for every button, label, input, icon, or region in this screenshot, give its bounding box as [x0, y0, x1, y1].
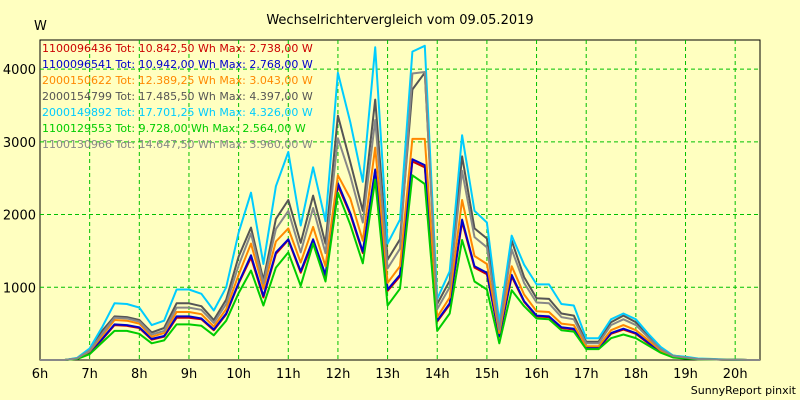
x-tick-label: 7h	[81, 367, 98, 382]
x-tick-label: 16h	[524, 367, 549, 382]
y-tick-label: 2000	[3, 209, 36, 224]
footer-credit: SunnyReport pinxit	[691, 384, 797, 397]
series-line-4	[40, 44, 760, 361]
x-tick-label: 13h	[375, 367, 400, 382]
x-tick-label: 10h	[226, 367, 251, 382]
x-tick-label: 6h	[32, 367, 49, 382]
x-tick-label: 15h	[475, 367, 500, 382]
series-line-1	[40, 158, 760, 361]
x-tick-label: 12h	[326, 367, 351, 382]
x-tick-label: 14h	[425, 367, 450, 382]
x-tick-label: 8h	[131, 367, 148, 382]
legend-entry: 1100129553 Tot: 9.728,00 Wh Max: 2.564,0…	[42, 122, 306, 135]
legend-entry: 1100096541 Tot: 10.942,00 Wh Max: 2.768,…	[42, 58, 313, 71]
legend: 1100096436 Tot: 10.842,50 Wh Max: 2.738,…	[42, 42, 313, 151]
y-tick-label: 4000	[3, 63, 36, 78]
x-tick-label: 18h	[623, 367, 648, 382]
chart-title: Wechselrichtervergleich vom 09.05.2019	[266, 13, 533, 28]
legend-entry: 1100096436 Tot: 10.842,50 Wh Max: 2.738,…	[42, 42, 313, 55]
x-tick-label: 19h	[673, 367, 698, 382]
legend-entry: 2000150622 Tot: 12.389,25 Wh Max: 3.043,…	[42, 74, 313, 87]
legend-entry: 2000149892 Tot: 17.701,25 Wh Max: 4.326,…	[42, 106, 313, 119]
series-line-5	[40, 174, 760, 361]
y-tick-label: 3000	[3, 136, 36, 151]
axis-ticks: 6h 7h 8h 9h 10h 11h 12h 13h 14h 15h 16h 17h 18h 19h 20…	[3, 63, 748, 382]
series-lines	[40, 44, 760, 361]
legend-entry: 2000154799 Tot: 17.485,50 Wh Max: 4.397,…	[42, 90, 313, 103]
legend-entry: 1100130966 Tot: 14.647,50 Wh Max: 3.960,…	[42, 138, 313, 151]
x-tick-label: 9h	[181, 367, 198, 382]
y-tick-label: 1000	[3, 281, 36, 296]
x-tick-label: 11h	[276, 367, 301, 382]
series-line-2	[40, 137, 760, 361]
series-line-6	[40, 71, 760, 361]
x-tick-label: 20h	[723, 367, 748, 382]
y-axis-unit: W	[34, 19, 47, 34]
plot-area	[39, 39, 761, 361]
x-tick-label: 17h	[574, 367, 599, 382]
